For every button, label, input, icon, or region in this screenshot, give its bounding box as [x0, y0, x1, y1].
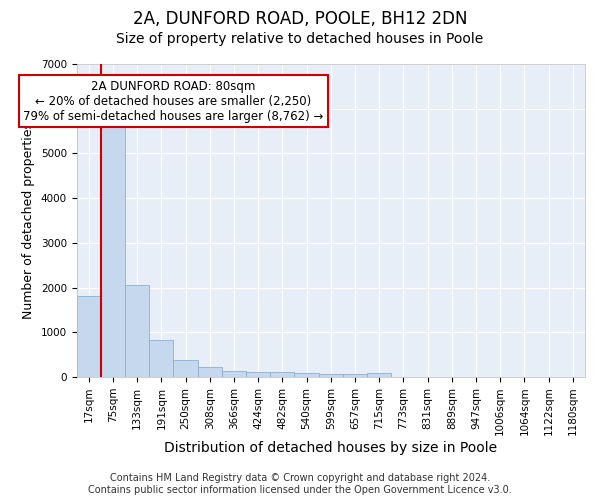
Text: 2A, DUNFORD ROAD, POOLE, BH12 2DN: 2A, DUNFORD ROAD, POOLE, BH12 2DN [133, 10, 467, 28]
Text: 2A DUNFORD ROAD: 80sqm
← 20% of detached houses are smaller (2,250)
79% of semi-: 2A DUNFORD ROAD: 80sqm ← 20% of detached… [23, 80, 323, 122]
Bar [246, 372, 270, 377]
Bar [77, 296, 101, 377]
Text: Contains HM Land Registry data © Crown copyright and database right 2024.
Contai: Contains HM Land Registry data © Crown c… [88, 474, 512, 495]
Bar [319, 374, 343, 377]
Bar [270, 372, 295, 377]
Bar [101, 120, 125, 377]
Bar [197, 367, 222, 377]
Bar [343, 374, 367, 377]
Bar [367, 372, 391, 377]
Text: Size of property relative to detached houses in Poole: Size of property relative to detached ho… [116, 32, 484, 46]
Y-axis label: Number of detached properties: Number of detached properties [22, 122, 35, 319]
Bar [149, 340, 173, 377]
Bar [173, 360, 197, 377]
X-axis label: Distribution of detached houses by size in Poole: Distribution of detached houses by size … [164, 441, 497, 455]
Bar [125, 286, 149, 377]
Bar [222, 371, 246, 377]
Bar [295, 373, 319, 377]
